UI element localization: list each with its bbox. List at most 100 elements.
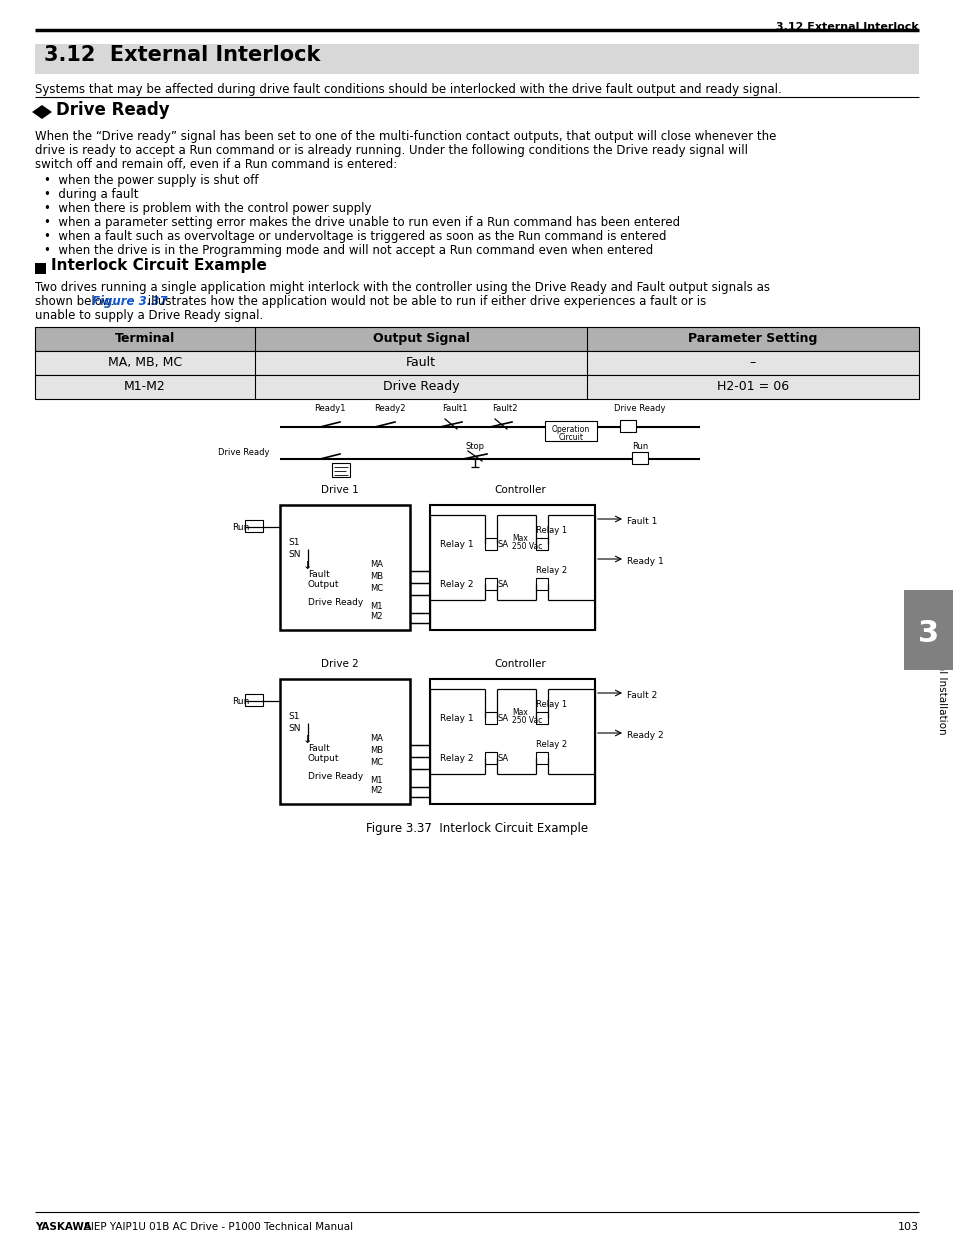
Bar <box>484 538 497 550</box>
Text: 250 Vac: 250 Vac <box>512 542 542 551</box>
Bar <box>35 351 918 375</box>
Text: Ready 2: Ready 2 <box>626 731 663 740</box>
Bar <box>484 752 497 764</box>
Bar <box>536 538 547 550</box>
Text: When the “Drive ready” signal has been set to one of the multi-function contact : When the “Drive ready” signal has been s… <box>35 130 776 143</box>
Text: SN: SN <box>288 550 300 559</box>
Text: ↓: ↓ <box>302 735 312 745</box>
Text: MC: MC <box>370 758 383 767</box>
Bar <box>35 327 918 351</box>
Text: Drive Ready: Drive Ready <box>614 404 665 412</box>
Text: MA: MA <box>370 734 382 743</box>
Text: Drive Ready: Drive Ready <box>218 448 270 457</box>
Text: •  when the power supply is shut off: • when the power supply is shut off <box>44 174 258 186</box>
Text: SN: SN <box>288 724 300 734</box>
Text: drive is ready to accept a Run command or is already running. Under the followin: drive is ready to accept a Run command o… <box>35 144 747 157</box>
Bar <box>430 505 595 630</box>
Text: M2: M2 <box>370 785 382 795</box>
Text: Relay 1: Relay 1 <box>536 700 566 709</box>
Text: Fault 1: Fault 1 <box>626 517 657 526</box>
Text: –: – <box>749 356 756 369</box>
Text: Fault1: Fault1 <box>442 404 467 412</box>
Text: Fault: Fault <box>406 356 436 369</box>
Text: Ready2: Ready2 <box>374 404 405 412</box>
Text: SA: SA <box>497 540 509 550</box>
Text: Ready1: Ready1 <box>314 404 345 412</box>
Text: 103: 103 <box>897 1221 918 1233</box>
Text: Fault 2: Fault 2 <box>626 692 657 700</box>
Text: Run: Run <box>631 442 647 451</box>
Text: S1: S1 <box>288 538 299 547</box>
Bar <box>619 420 636 432</box>
Text: •  when the drive is in the Programming mode and will not accept a Run command e: • when the drive is in the Programming m… <box>44 245 653 257</box>
Bar <box>245 694 263 706</box>
Text: Systems that may be affected during drive fault conditions should be interlocked: Systems that may be affected during driv… <box>35 83 781 96</box>
Text: Relay 1: Relay 1 <box>439 540 473 550</box>
Text: M1: M1 <box>370 601 382 611</box>
Text: Output: Output <box>308 755 339 763</box>
Text: MC: MC <box>370 584 383 593</box>
Bar <box>631 452 647 464</box>
Bar <box>903 590 953 671</box>
Text: Controller: Controller <box>494 485 545 495</box>
Text: •  when there is problem with the control power supply: • when there is problem with the control… <box>44 203 371 215</box>
Bar <box>280 505 410 630</box>
Text: S1: S1 <box>288 713 299 721</box>
Text: Parameter Setting: Parameter Setting <box>688 332 817 345</box>
Text: Drive Ready: Drive Ready <box>56 101 170 119</box>
Text: YASKAWA: YASKAWA <box>35 1221 91 1233</box>
Bar <box>430 679 595 804</box>
Text: M1: M1 <box>370 776 382 785</box>
Text: Relay 1: Relay 1 <box>439 714 473 722</box>
Text: Relay 2: Relay 2 <box>536 566 566 576</box>
Bar <box>544 421 597 441</box>
Text: Figure 3.37: Figure 3.37 <box>91 295 168 308</box>
Bar <box>35 375 918 399</box>
Text: Terminal: Terminal <box>114 332 175 345</box>
Bar <box>245 520 263 532</box>
Text: Relay 2: Relay 2 <box>439 580 473 589</box>
Text: Drive Ready: Drive Ready <box>382 380 458 393</box>
Text: Max: Max <box>512 534 527 543</box>
Text: SA: SA <box>497 755 509 763</box>
Text: MB: MB <box>370 572 383 580</box>
Text: MB: MB <box>370 746 383 755</box>
Text: MA: MA <box>370 559 382 569</box>
Text: Interlock Circuit Example: Interlock Circuit Example <box>51 258 267 273</box>
Text: Relay 2: Relay 2 <box>536 740 566 748</box>
Bar <box>536 713 547 724</box>
Text: M2: M2 <box>370 613 382 621</box>
Text: illustrates how the application would not be able to run if either drive experie: illustrates how the application would no… <box>144 295 705 308</box>
Polygon shape <box>32 105 52 119</box>
Text: Two drives running a single application might interlock with the controller usin: Two drives running a single application … <box>35 282 769 294</box>
Bar <box>484 713 497 724</box>
Text: MA, MB, MC: MA, MB, MC <box>108 356 182 369</box>
Text: SIEP YAIP1U 01B AC Drive - P1000 Technical Manual: SIEP YAIP1U 01B AC Drive - P1000 Technic… <box>81 1221 353 1233</box>
Text: 3.12 External Interlock: 3.12 External Interlock <box>776 22 918 32</box>
Bar <box>35 44 918 74</box>
Text: Max: Max <box>512 708 527 718</box>
Text: ↓: ↓ <box>302 561 312 571</box>
Text: •  when a fault such as overvoltage or undervoltage is triggered as soon as the : • when a fault such as overvoltage or un… <box>44 230 666 243</box>
Text: 3: 3 <box>918 620 939 648</box>
Text: H2-01 = 06: H2-01 = 06 <box>717 380 788 393</box>
Text: Drive Ready: Drive Ready <box>308 598 363 606</box>
Text: Fault2: Fault2 <box>492 404 517 412</box>
Text: Drive 1: Drive 1 <box>321 485 358 495</box>
Bar <box>35 263 46 274</box>
Text: Operation: Operation <box>551 425 590 433</box>
Text: Output Signal: Output Signal <box>373 332 469 345</box>
Text: unable to supply a Drive Ready signal.: unable to supply a Drive Ready signal. <box>35 309 263 322</box>
Text: Electrical Installation: Electrical Installation <box>936 625 946 735</box>
Text: shown below.: shown below. <box>35 295 118 308</box>
Text: Run: Run <box>232 522 249 532</box>
Text: Figure 3.37  Interlock Circuit Example: Figure 3.37 Interlock Circuit Example <box>366 823 587 835</box>
Text: •  during a fault: • during a fault <box>44 188 138 201</box>
Text: SA: SA <box>497 580 509 589</box>
Bar <box>484 578 497 590</box>
Text: SA: SA <box>497 714 509 722</box>
Text: Stop: Stop <box>465 442 484 451</box>
Bar <box>536 578 547 590</box>
Text: M1-M2: M1-M2 <box>124 380 166 393</box>
Text: Fault: Fault <box>308 743 330 753</box>
